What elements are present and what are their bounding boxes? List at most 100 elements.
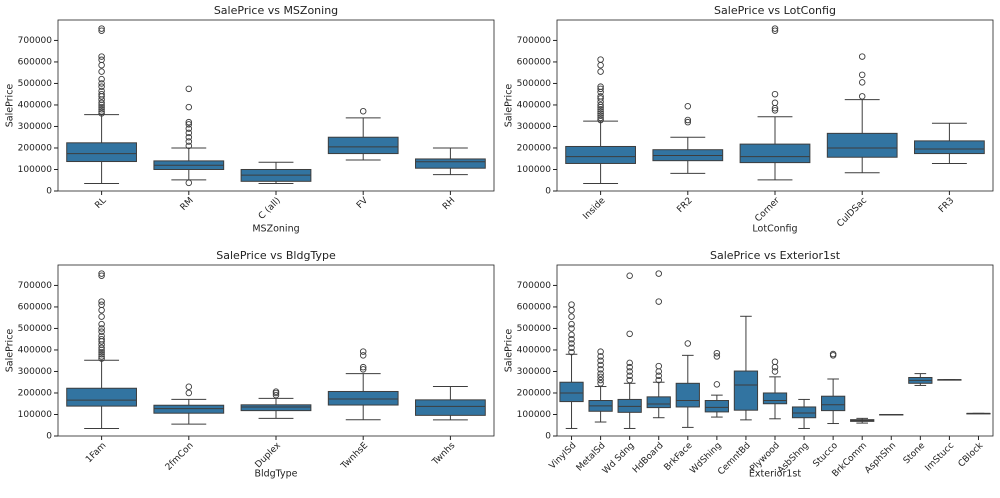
- outlier: [185, 121, 193, 128]
- outlier: [684, 340, 692, 347]
- outlier: [98, 103, 105, 111]
- y-tick-label: 500000: [18, 79, 53, 89]
- outlier: [626, 368, 633, 375]
- outlier: [626, 330, 633, 338]
- outlier: [98, 348, 105, 356]
- x-axis-label: LotConfig: [752, 224, 797, 235]
- outlier: [185, 118, 193, 126]
- x-tick-label: TwnhsE: [339, 441, 370, 472]
- outlier: [568, 313, 575, 320]
- x-tick-label: C (all): [257, 196, 283, 222]
- outlier: [626, 372, 633, 380]
- outlier: [98, 328, 105, 335]
- axes-frame: [57, 19, 495, 192]
- outlier: [597, 68, 604, 75]
- outlier: [98, 325, 105, 332]
- box: [821, 395, 846, 412]
- outlier: [98, 83, 105, 90]
- y-tick-label: 500000: [517, 79, 552, 89]
- box: [153, 404, 225, 414]
- outlier: [568, 348, 575, 356]
- outlier: [359, 348, 367, 355]
- outlier: [713, 349, 721, 357]
- x-tick-label: RM: [179, 196, 196, 213]
- outlier: [98, 320, 105, 328]
- outlier: [597, 110, 604, 117]
- outlier: [597, 353, 604, 360]
- y-tick-label: 600000: [517, 302, 552, 312]
- outlier: [98, 272, 105, 280]
- outlier: [272, 388, 280, 395]
- outlier: [185, 142, 193, 150]
- outlier: [98, 301, 105, 309]
- outlier: [771, 99, 779, 107]
- outlier: [98, 332, 105, 340]
- outlier: [185, 138, 193, 145]
- outlier: [829, 350, 837, 358]
- y-tick-label: 600000: [18, 57, 53, 67]
- y-tick-label: 300000: [18, 122, 53, 132]
- outlier: [655, 372, 662, 380]
- outlier: [626, 359, 633, 367]
- box: [914, 140, 985, 155]
- outlier: [626, 363, 633, 371]
- outlier: [858, 79, 866, 86]
- outlier: [771, 107, 779, 114]
- y-axis-label: SalePrice: [5, 329, 16, 373]
- outlier: [185, 103, 193, 111]
- outlier: [185, 129, 193, 137]
- outlier: [359, 366, 367, 373]
- outlier: [185, 125, 193, 132]
- box: [240, 404, 312, 412]
- outlier: [655, 368, 662, 375]
- y-tick-label: 300000: [517, 367, 552, 377]
- outlier: [655, 298, 662, 305]
- outlier: [98, 306, 105, 314]
- outlier: [98, 355, 105, 362]
- y-tick-label: 600000: [18, 302, 53, 312]
- x-tick-label: CBlock: [957, 440, 986, 469]
- outlier: [98, 353, 105, 360]
- outlier: [713, 381, 721, 388]
- x-tick-label: Stucco: [811, 440, 840, 469]
- x-axis-label: BldgType: [254, 469, 297, 480]
- outlier: [626, 272, 633, 280]
- y-tick-label: 100000: [18, 165, 53, 175]
- outlier: [359, 363, 367, 371]
- x-tick-label: Wd Sdng: [601, 441, 637, 477]
- outlier: [185, 179, 193, 187]
- outlier: [684, 103, 692, 110]
- box: [559, 381, 584, 403]
- x-tick-label: ImStucc: [924, 441, 957, 474]
- y-tick-label: 0: [46, 432, 52, 442]
- outlier: [771, 358, 779, 366]
- outlier: [568, 320, 575, 328]
- outlier: [98, 99, 105, 107]
- outlier: [771, 363, 779, 371]
- outlier: [655, 362, 662, 370]
- y-tick-label: 500000: [18, 324, 53, 334]
- y-tick-label: 200000: [18, 143, 53, 153]
- outlier: [98, 335, 105, 343]
- outlier: [359, 107, 367, 115]
- outlier: [713, 353, 721, 360]
- outlier: [597, 380, 604, 387]
- outlier: [98, 80, 105, 87]
- outlier: [185, 389, 193, 397]
- box: [733, 370, 759, 411]
- box: [762, 392, 788, 405]
- outlier: [597, 85, 604, 93]
- box: [415, 399, 486, 416]
- box: [739, 143, 811, 164]
- y-axis-label: SalePrice: [504, 329, 515, 373]
- outlier: [98, 351, 105, 358]
- outlier: [98, 344, 105, 352]
- x-tick-label: Inside: [581, 196, 607, 222]
- y-tick-label: 600000: [517, 57, 552, 67]
- outlier: [597, 108, 604, 115]
- box: [791, 406, 817, 419]
- chart-title: SalePrice vs MSZoning: [214, 4, 338, 17]
- outlier: [98, 298, 105, 305]
- box: [66, 142, 137, 163]
